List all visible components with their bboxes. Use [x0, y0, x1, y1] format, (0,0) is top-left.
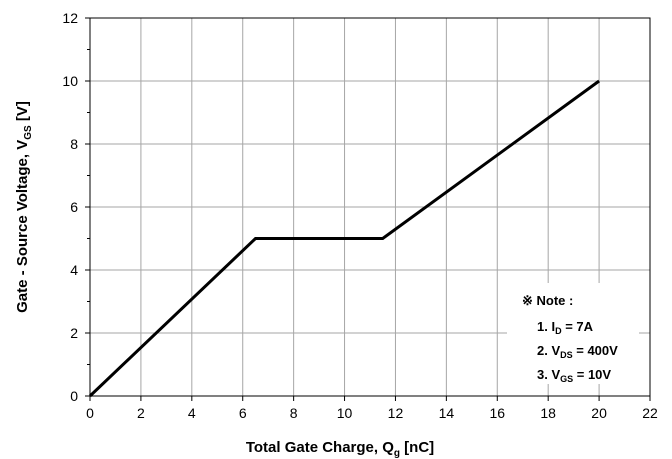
y-tick-label: 12: [62, 10, 78, 26]
x-tick-label: 8: [290, 405, 298, 421]
note-line-3: 3. VGS = 10V: [537, 367, 611, 384]
x-tick-label: 2: [137, 405, 145, 421]
x-tick-label: 18: [540, 405, 556, 421]
grid-lines: [90, 18, 650, 396]
y-tick-label: 8: [70, 136, 78, 152]
x-tick-label: 14: [439, 405, 455, 421]
y-tick-label: 4: [70, 262, 78, 278]
x-tick-label: 20: [591, 405, 607, 421]
y-tick-label: 2: [70, 325, 78, 341]
x-tick-label: 0: [86, 405, 94, 421]
y-tick-label: 6: [70, 199, 78, 215]
note-line-2: 2. VDS = 400V: [537, 343, 618, 360]
x-tick-label: 10: [337, 405, 353, 421]
series-line: [88, 79, 600, 398]
axis-ticks: [85, 17, 651, 401]
x-tick-label: 12: [388, 405, 404, 421]
y-tick-labels: 0 2 4 6 8 10 12: [62, 10, 78, 404]
y-tick-label: 0: [70, 388, 78, 404]
x-tick-label: 4: [188, 405, 196, 421]
note-title: ※ Note :: [522, 293, 573, 308]
x-tick-label: 22: [642, 405, 658, 421]
x-tick-labels: 0 2 4 6 8 10 12 14 16 18 20 22: [86, 405, 658, 421]
x-tick-label: 16: [489, 405, 505, 421]
x-tick-label: 6: [239, 405, 247, 421]
note-box: ※ Note : 1. ID = 7A 2. VDS = 400V 3. VGS…: [507, 283, 639, 384]
y-axis-title: Gate - Source Voltage, VGS [V]: [14, 101, 34, 313]
note-line-1: 1. ID = 7A: [537, 319, 594, 336]
y-tick-label: 10: [62, 73, 78, 89]
x-axis-title: Total Gate Charge, Qg [nC]: [246, 439, 434, 459]
